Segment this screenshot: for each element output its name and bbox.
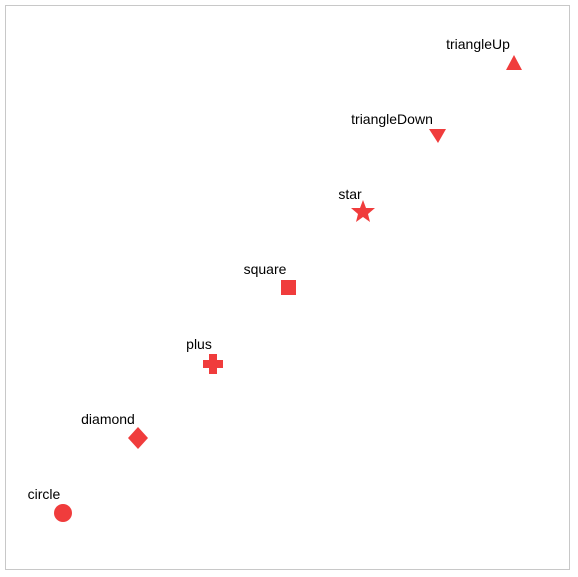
circle-marker bbox=[54, 504, 72, 522]
star-marker bbox=[351, 200, 375, 222]
point-label: plus bbox=[186, 336, 212, 352]
diamond-marker bbox=[128, 427, 148, 449]
point-label: triangleDown bbox=[351, 111, 433, 127]
point-square: square bbox=[244, 261, 296, 295]
point-label: square bbox=[244, 261, 287, 277]
triangle-up-marker bbox=[506, 55, 522, 70]
plus-marker bbox=[203, 354, 223, 374]
point-plus: plus bbox=[186, 336, 223, 374]
point-label: star bbox=[338, 186, 362, 202]
point-label: circle bbox=[28, 486, 61, 502]
point-label: triangleUp bbox=[446, 36, 510, 52]
point-circle: circle bbox=[28, 486, 72, 522]
point-star: star bbox=[338, 186, 375, 222]
point-label: diamond bbox=[81, 411, 135, 427]
triangle-down-marker bbox=[429, 129, 446, 143]
point-triangle-down: triangleDown bbox=[351, 111, 446, 143]
point-triangle-up: triangleUp bbox=[446, 36, 522, 70]
point-diamond: diamond bbox=[81, 411, 148, 449]
square-marker bbox=[281, 280, 296, 295]
